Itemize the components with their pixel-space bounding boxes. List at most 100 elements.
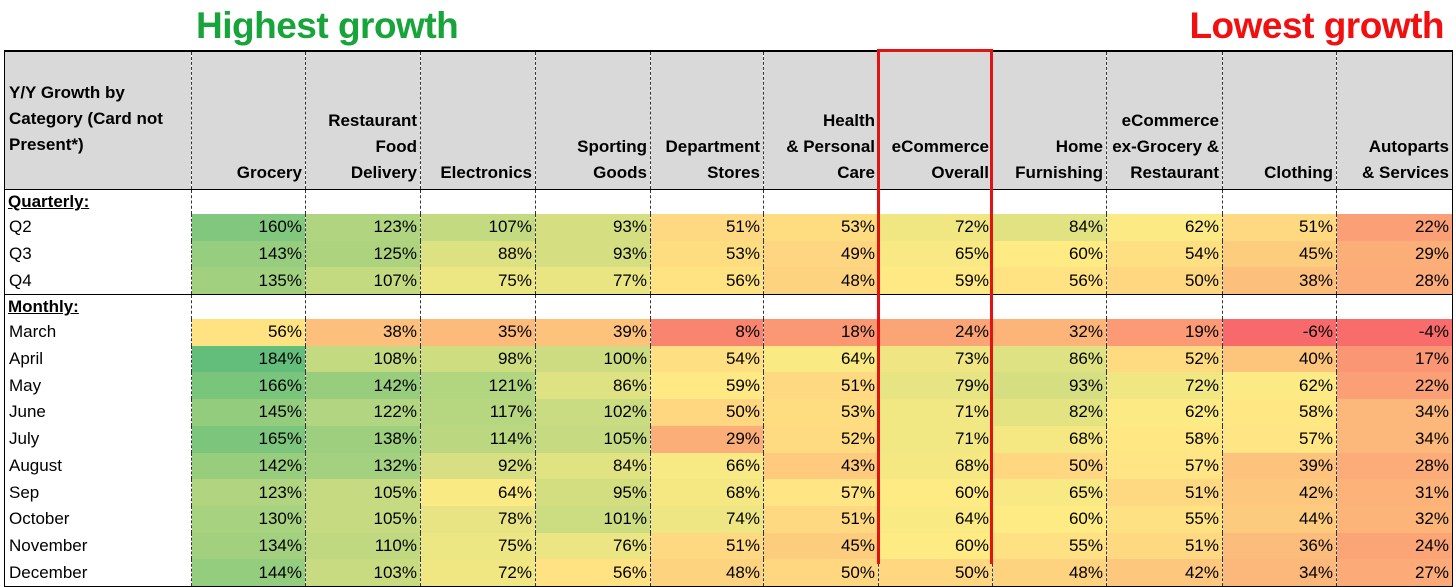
column-header-line: Electronics: [440, 163, 532, 182]
value-cell-ecommerce: 50%: [878, 559, 993, 587]
column-header-restaurant: Restaurant Food Delivery: [305, 50, 421, 190]
value-cell-autoparts: -4%: [1336, 319, 1453, 346]
section-spacer-cell: [1336, 189, 1453, 214]
value-cell-grocery: 134%: [191, 532, 306, 560]
column-header-autoparts: Autoparts & Services: [1336, 50, 1453, 190]
corner-line-1: Y/Y Growth by: [9, 83, 125, 102]
value-cell-health: 53%: [763, 214, 879, 241]
value-cell-ecommerce: 60%: [878, 479, 993, 506]
section-spacer-cell: [305, 294, 421, 320]
value-cell-restaurant: 105%: [305, 505, 421, 533]
value-cell-ecommerce: 65%: [878, 240, 993, 268]
column-header-electronics: Electronics: [420, 50, 536, 190]
column-header-line: Overall: [931, 163, 989, 182]
lowest-growth-label: Lowest growth: [1189, 5, 1444, 46]
value-cell-ecommerce: 79%: [878, 372, 993, 400]
column-header-line: Sporting: [577, 137, 647, 156]
table-row: Q3 143% 125% 88% 93% 53% 49% 65% 60% 54% 45% 29%: [4, 240, 1453, 268]
column-header-line: Restaurant: [1130, 163, 1219, 182]
value-cell-restaurant: 107%: [305, 267, 421, 295]
section-spacer-cell: [763, 189, 879, 214]
table-row: July 165% 138% 114% 105% 29% 52% 71% 68% 58% 57% 34…: [4, 425, 1453, 453]
value-cell-grocery: 142%: [191, 452, 306, 480]
section-spacer-cell: [535, 294, 651, 320]
section-spacer-cell: [420, 294, 536, 320]
value-cell-department: 29%: [650, 425, 764, 453]
section-label: Quarterly:: [4, 189, 192, 214]
value-cell-sporting: 56%: [535, 559, 651, 587]
column-header-line: Delivery: [350, 163, 417, 182]
value-cell-health: 52%: [763, 425, 879, 453]
header-row: Y/Y Growth by Category (Card not Present…: [4, 50, 1453, 190]
value-cell-clothing: 39%: [1222, 452, 1337, 480]
value-cell-electronics: 64%: [420, 479, 536, 506]
value-cell-sporting: 95%: [535, 479, 651, 506]
value-cell-ecommerce: 59%: [878, 267, 993, 295]
value-cell-clothing: 42%: [1222, 479, 1337, 506]
row-label: Q3: [4, 240, 192, 268]
value-cell-sporting: 93%: [535, 240, 651, 268]
value-cell-electronics: 78%: [420, 505, 536, 533]
value-cell-home: 56%: [992, 267, 1107, 295]
value-cell-health: 48%: [763, 267, 879, 295]
table-corner-header: Y/Y Growth by Category (Card not Present…: [4, 50, 192, 190]
value-cell-grocery: 135%: [191, 267, 306, 295]
value-cell-electronics: 88%: [420, 240, 536, 268]
value-cell-ecommerce: 73%: [878, 345, 993, 373]
section-spacer-cell: [878, 189, 993, 214]
column-header-ecommerce: eCommerce Overall: [878, 50, 993, 190]
value-cell-sporting: 100%: [535, 345, 651, 373]
value-cell-restaurant: 123%: [305, 214, 421, 241]
table-row: August 142% 132% 92% 84% 66% 43% 68% 50% 57% 39% 28…: [4, 452, 1453, 480]
value-cell-clothing: 44%: [1222, 505, 1337, 533]
row-label: November: [4, 532, 192, 560]
value-cell-restaurant: 142%: [305, 372, 421, 400]
value-cell-clothing: 38%: [1222, 267, 1337, 295]
value-cell-ecommerce: 68%: [878, 452, 993, 480]
column-header-line: Restaurant: [328, 111, 417, 130]
value-cell-sporting: 76%: [535, 532, 651, 560]
value-cell-ecommerce: 24%: [878, 319, 993, 346]
value-cell-ecom_ex: 50%: [1106, 267, 1223, 295]
value-cell-grocery: 160%: [191, 214, 306, 241]
column-header-line: Autoparts: [1368, 137, 1449, 156]
value-cell-autoparts: 32%: [1336, 505, 1453, 533]
column-header-department: Department Stores: [650, 50, 764, 190]
value-cell-sporting: 105%: [535, 425, 651, 453]
column-header-line: ex-Grocery &: [1112, 137, 1219, 156]
value-cell-home: 60%: [992, 240, 1107, 268]
row-label: July: [4, 425, 192, 453]
table-row: Sep 123% 105% 64% 95% 68% 57% 60% 65% 51% 42% 31%: [4, 479, 1453, 506]
value-cell-ecom_ex: 54%: [1106, 240, 1223, 268]
value-cell-electronics: 121%: [420, 372, 536, 400]
value-cell-home: 65%: [992, 479, 1107, 506]
highest-growth-label: Highest growth: [196, 5, 459, 46]
value-cell-restaurant: 138%: [305, 425, 421, 453]
column-header-line: Stores: [707, 163, 760, 182]
section-spacer-cell: [1106, 294, 1223, 320]
value-cell-autoparts: 22%: [1336, 372, 1453, 400]
column-header-line: Home: [1055, 137, 1103, 156]
value-cell-restaurant: 108%: [305, 345, 421, 373]
value-cell-grocery: 145%: [191, 399, 306, 426]
value-cell-grocery: 123%: [191, 479, 306, 506]
value-cell-home: 32%: [992, 319, 1107, 346]
column-header-ecom_ex: eCommerce ex-Grocery & Restaurant: [1106, 50, 1223, 190]
value-cell-health: 53%: [763, 399, 879, 426]
value-cell-department: 53%: [650, 240, 764, 268]
row-label: May: [4, 372, 192, 400]
value-cell-sporting: 102%: [535, 399, 651, 426]
corner-line-3: Present*): [9, 135, 84, 154]
column-header-health: Health & Personal Care: [763, 50, 879, 190]
value-cell-home: 50%: [992, 452, 1107, 480]
value-cell-autoparts: 31%: [1336, 479, 1453, 506]
row-label: Sep: [4, 479, 192, 506]
value-cell-restaurant: 132%: [305, 452, 421, 480]
row-label: October: [4, 505, 192, 533]
value-cell-restaurant: 125%: [305, 240, 421, 268]
section-spacer-cell: [1222, 294, 1337, 320]
table-row: April 184% 108% 98% 100% 54% 64% 73% 86% 52% 40% 17…: [4, 345, 1453, 373]
section-spacer-cell: [878, 294, 993, 320]
value-cell-department: 8%: [650, 319, 764, 346]
value-cell-grocery: 56%: [191, 319, 306, 346]
